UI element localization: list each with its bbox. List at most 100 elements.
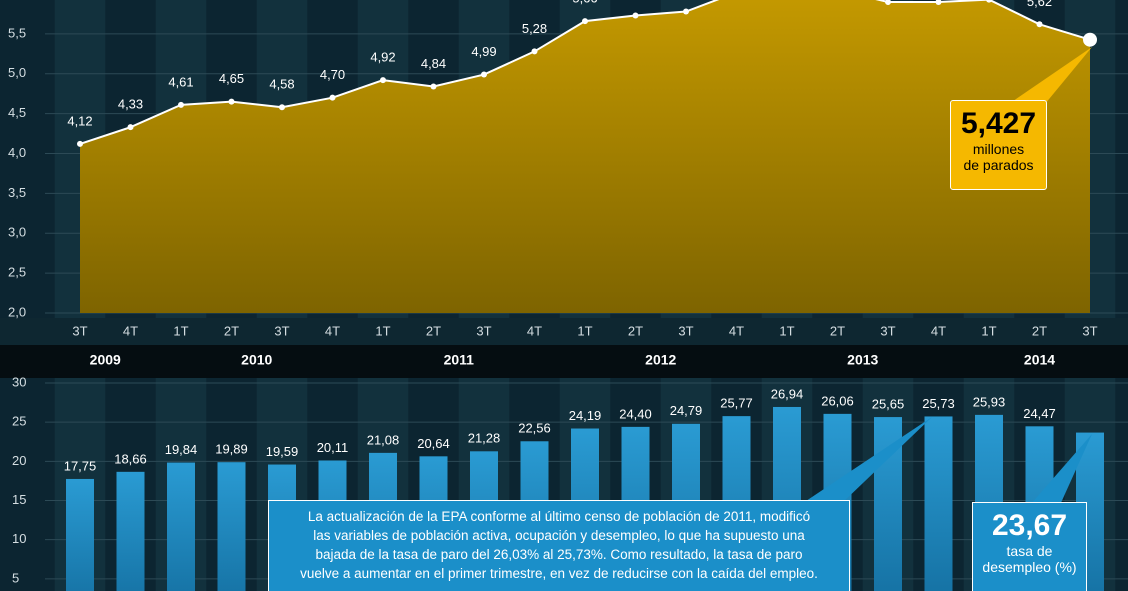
value-label: 19,59: [266, 444, 299, 459]
y-tick-label: 2,5: [8, 265, 26, 280]
value-label: 22,56: [518, 421, 551, 436]
point: [127, 124, 134, 131]
value-label: 4,12: [67, 113, 92, 128]
value-label: 20,64: [417, 436, 450, 451]
point: [632, 12, 639, 19]
x-tick-label: 1T: [779, 323, 794, 338]
point: [1083, 32, 1097, 47]
callout-text: tasa de: [1006, 543, 1053, 559]
value-label: 4,92: [370, 50, 395, 65]
callout-pointer: [1000, 47, 1092, 110]
y-tick-label: 4,5: [8, 105, 26, 120]
x-tick-label: 3T: [274, 323, 289, 338]
value-label: 26,06: [821, 393, 854, 408]
x-tick-label: 3T: [72, 323, 87, 338]
callout-value: 5,427: [960, 107, 1037, 140]
point: [380, 77, 386, 84]
bar: [167, 462, 195, 591]
x-tick-label: 2T: [830, 323, 845, 338]
x-tick-label: 4T: [123, 323, 138, 338]
y-tick-label: 20: [12, 453, 26, 468]
bar: [217, 462, 246, 591]
value-label: 24,19: [569, 408, 602, 423]
value-label: 19,84: [165, 442, 198, 457]
callout-text: desempleo (%): [982, 559, 1077, 575]
point: [279, 104, 285, 111]
y-tick-label: 30: [12, 374, 26, 389]
value-label: 4,33: [118, 97, 143, 112]
value-label: 17,75: [64, 458, 97, 473]
y-tick-label: 2,0: [8, 304, 26, 319]
x-tick-label: 4T: [527, 323, 542, 338]
area: [80, 0, 1090, 313]
value-label: 4,61: [168, 74, 193, 89]
value-label: 26,94: [771, 386, 804, 401]
x-tick-label: 4T: [931, 323, 946, 338]
callout-value: 23,67: [991, 509, 1068, 542]
note-line: las variables de población activa, ocupa…: [313, 528, 805, 543]
bar: [924, 416, 953, 591]
x-tick-label: 1T: [981, 323, 996, 338]
y-tick-label: 25: [12, 414, 26, 429]
year-band: [0, 345, 1128, 378]
value-label: 20,11: [317, 440, 349, 455]
note-line: La actualización de la EPA conforme al ú…: [307, 509, 811, 524]
value-label: 25,73: [922, 396, 955, 411]
value-label: 5,62: [1027, 0, 1052, 9]
point: [935, 0, 942, 5]
x-tick-label: 3T: [1082, 323, 1097, 338]
callout-text: de parados: [963, 157, 1034, 173]
x-tick-label: 2T: [1032, 323, 1047, 338]
note-box: La actualización de la EPA conforme al ú…: [268, 500, 850, 591]
point: [178, 101, 184, 108]
year-label: 2011: [444, 352, 475, 368]
x-tick-label: 1T: [375, 323, 390, 338]
year-label: 2014: [1024, 352, 1055, 368]
value-label: 24,79: [670, 403, 703, 418]
x-tick-label: 3T: [476, 323, 491, 338]
value-label: 5,66: [572, 0, 597, 6]
bar: [116, 471, 145, 591]
value-label: 21,28: [468, 431, 501, 446]
y-tick-label: 5,5: [8, 25, 26, 40]
y-tick-label: 4,0: [8, 145, 26, 160]
x-tick-label: 2T: [628, 323, 643, 338]
x-tick-label: 2T: [426, 323, 441, 338]
value-label: 4,84: [421, 56, 446, 71]
value-label: 4,99: [471, 44, 496, 59]
x-tick-label: 4T: [325, 323, 340, 338]
x-tick-label: 1T: [577, 323, 592, 338]
point: [430, 83, 437, 90]
y-tick-label: 5,0: [8, 65, 26, 80]
x-tick-label: 2T: [224, 323, 239, 338]
point: [329, 94, 336, 101]
callout-pointer: [800, 417, 932, 505]
value-label: 4,70: [320, 67, 345, 82]
bar: [66, 478, 94, 591]
year-label: 2013: [847, 352, 878, 368]
point: [986, 0, 992, 3]
point: [531, 48, 538, 55]
y-tick-label: 5: [12, 570, 19, 585]
value-label: 25,77: [720, 396, 753, 411]
point: [683, 8, 689, 15]
note-line: bajada de la tasa de paro del 26,03% al …: [315, 547, 803, 562]
callout-pointer: [1030, 434, 1092, 505]
value-label: 24,47: [1023, 406, 1056, 421]
y-tick-label: 15: [12, 492, 26, 507]
point: [885, 0, 891, 5]
value-label: 18,66: [114, 451, 147, 466]
value-label: 25,65: [872, 397, 905, 412]
year-label: 2009: [90, 352, 121, 368]
point: [481, 71, 487, 78]
note-line: vuelve a aumentar en el primer trimestre…: [300, 566, 818, 581]
callout-text: millones: [972, 141, 1025, 157]
rate-callout: 23,67 tasa de desempleo (%): [972, 502, 1087, 591]
value-label: 4,58: [269, 77, 294, 92]
x-tick-label: 3T: [880, 323, 895, 338]
value-label: 19,89: [215, 442, 248, 457]
value-label: 25,93: [973, 394, 1006, 409]
value-label: 4,65: [219, 71, 244, 86]
point: [582, 18, 588, 25]
